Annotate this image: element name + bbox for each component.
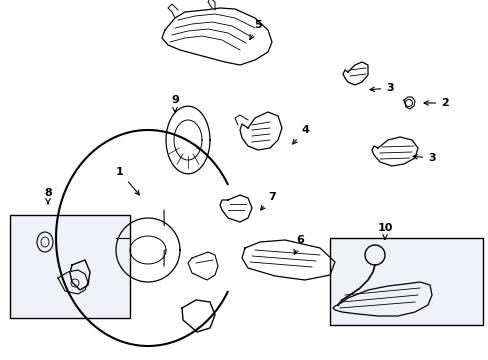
Text: 4: 4	[292, 125, 308, 144]
Text: 3: 3	[412, 153, 435, 163]
Text: 2: 2	[423, 98, 448, 108]
Text: 6: 6	[293, 235, 304, 254]
Bar	[10, 215, 130, 318]
Text: 7: 7	[260, 192, 275, 210]
Bar	[329, 238, 482, 325]
Text: 9: 9	[171, 95, 179, 112]
Text: 5: 5	[249, 20, 261, 40]
Text: 1: 1	[116, 167, 139, 195]
Text: 10: 10	[377, 223, 392, 239]
Text: 8: 8	[44, 188, 52, 204]
Text: 3: 3	[369, 83, 393, 93]
